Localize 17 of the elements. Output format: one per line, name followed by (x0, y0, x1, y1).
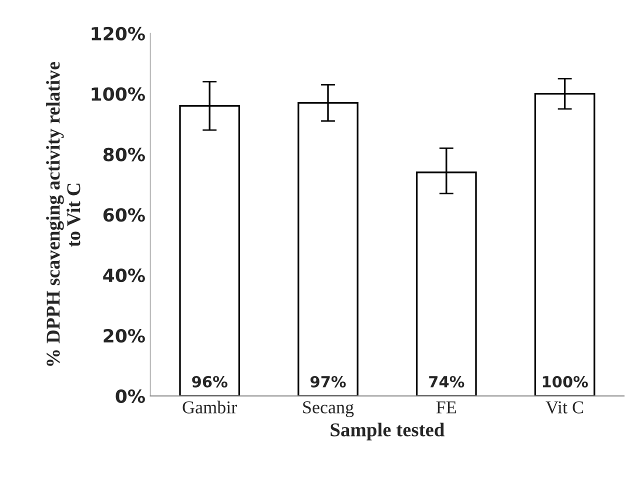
x-tick-label: Vit C (546, 401, 584, 414)
y-tick-label: 80% (103, 148, 145, 162)
y-tick-label: 120% (92, 26, 145, 41)
y-tick-label: 20% (104, 328, 145, 343)
y-tick-label: 0% (116, 389, 145, 404)
data-label: 96% (192, 376, 228, 388)
x-axis-title: Sample tested (330, 422, 444, 440)
x-tick-label: Gambir (182, 400, 238, 414)
y-tick-label: 60% (103, 208, 145, 222)
y-tick-label: 40% (103, 268, 145, 282)
x-tick-label: FE (436, 401, 456, 414)
data-label: 97% (310, 376, 346, 388)
x-tick-label: Secang (303, 401, 354, 418)
y-axis-title: % DPPH scavenging activity relative to Vit C (46, 62, 80, 366)
y-tick-label: 100% (92, 87, 145, 101)
data-label: 74% (429, 376, 464, 388)
data-label: 100% (542, 376, 588, 388)
